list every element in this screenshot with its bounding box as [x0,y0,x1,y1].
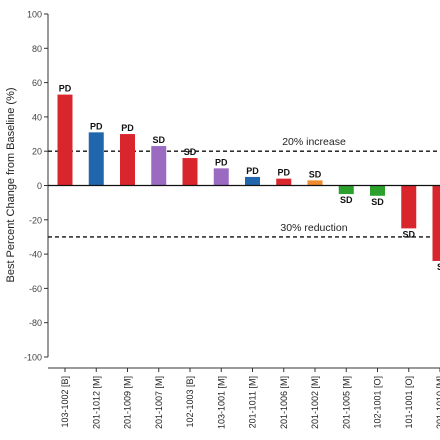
y-tick-label: 20 [32,147,42,157]
y-tick-label: 0 [37,181,42,191]
bar [88,132,104,186]
reference-line-label: 20% increase [282,136,346,148]
x-tick-label: 102-1003 [B] [185,376,195,428]
bar [307,180,323,186]
y-tick-label: -20 [29,215,42,225]
bar [401,185,417,229]
bar-label: PD [59,84,72,94]
x-tick-label: 201-1005 [M] [341,376,351,429]
y-tick-label: 60 [32,78,42,88]
y-tick-label: -100 [24,353,42,363]
y-tick-label: -40 [29,250,42,260]
x-tick-label: 201-1002 [M] [310,376,320,429]
x-tick-label: 102-1001 [O] [373,376,383,429]
bar-label: PD [246,166,259,176]
bar [182,158,198,186]
y-tick-label: 100 [27,10,42,20]
bar [120,134,135,186]
bar-label: SD [184,147,197,157]
bar-label: PD [277,168,290,178]
bar-label: SD [371,197,384,207]
x-axis: 103-1002 [B] 201-1012 [M] 201-1009 [M] 201-… [48,367,440,429]
x-tick-label: 103-1002 [B] [60,376,70,428]
x-tick-label: 103-1001 [M] [216,376,226,429]
bar [432,185,440,261]
bar-label: SD [402,229,415,239]
bar-label: S [437,262,440,272]
bar [151,146,167,186]
bars: PD PD PD SD SD PD PD PD SD SD SD SD S [57,84,440,272]
bar-label: SD [152,135,165,145]
bar [276,178,292,186]
y-tick-label: 80 [32,44,42,54]
x-tick-label: 201-1010 [M] [435,376,440,429]
bar-label: PD [121,123,134,133]
bar-label: PD [90,121,103,131]
y-tick-label: -60 [29,284,42,294]
bar-label: SD [309,169,322,179]
y-axis-label: Best Percent Change from Baseline (%) [5,87,17,282]
x-tick-label: 201-1006 [M] [279,376,289,429]
bar-label: PD [215,157,228,167]
reference-line-label: 30% reduction [280,222,347,234]
reference-lines: 20% increase 30% reduction [48,136,440,238]
x-tick-label: 201-1012 [M] [91,376,101,429]
bar-label: SD [340,195,353,205]
x-tick-label: 201-1009 [M] [123,376,133,429]
x-tick-label: 101-1001 [O] [404,376,414,429]
x-tick-label: 201-1007 [M] [154,376,164,429]
y-tick-label: -80 [29,318,42,328]
bar [57,94,73,186]
y-axis: -100 -80 -60 -40 -20 0 20 40 60 80 100 [24,10,49,363]
bar [213,168,229,186]
bar [338,185,354,195]
bar [245,176,260,186]
bar [370,185,385,196]
y-tick-label: 40 [32,112,42,122]
x-tick-label: 201-1011 [M] [248,376,258,428]
